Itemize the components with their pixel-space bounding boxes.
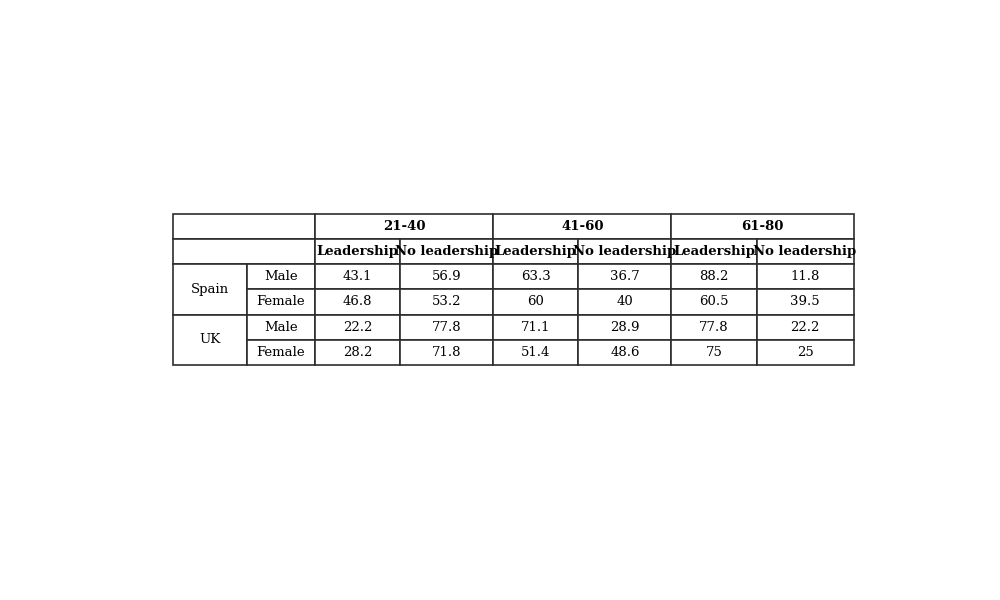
- Bar: [578, 314, 671, 340]
- Bar: [578, 289, 671, 314]
- Bar: [671, 239, 757, 264]
- Bar: [173, 314, 247, 365]
- Text: 28.9: 28.9: [610, 321, 640, 334]
- Bar: [400, 289, 493, 314]
- Bar: [247, 289, 315, 314]
- Bar: [400, 314, 493, 340]
- Text: Male: Male: [264, 321, 298, 334]
- Text: 41-60: 41-60: [561, 220, 604, 233]
- Text: 71.1: 71.1: [521, 321, 550, 334]
- Text: No leadership: No leadership: [395, 245, 498, 258]
- Text: Female: Female: [256, 295, 305, 308]
- Text: 36.7: 36.7: [610, 270, 640, 283]
- Bar: [578, 340, 671, 365]
- Text: 61-80: 61-80: [741, 220, 784, 233]
- Text: 21-40: 21-40: [383, 220, 425, 233]
- Text: Male: Male: [264, 270, 298, 283]
- Bar: [671, 314, 757, 340]
- Bar: [493, 214, 671, 239]
- Bar: [400, 340, 493, 365]
- Bar: [757, 314, 854, 340]
- Text: Leadership: Leadership: [673, 245, 755, 258]
- Text: 43.1: 43.1: [343, 270, 372, 283]
- Bar: [757, 289, 854, 314]
- Text: 77.8: 77.8: [699, 321, 729, 334]
- Bar: [671, 264, 757, 289]
- Bar: [493, 289, 578, 314]
- Bar: [400, 264, 493, 289]
- Bar: [315, 264, 400, 289]
- Bar: [400, 239, 493, 264]
- Bar: [315, 340, 400, 365]
- Text: UK: UK: [199, 334, 220, 346]
- Text: Female: Female: [256, 346, 305, 359]
- Text: 25: 25: [797, 346, 813, 359]
- Bar: [493, 239, 578, 264]
- Bar: [578, 239, 671, 264]
- Bar: [315, 239, 400, 264]
- Text: 60.5: 60.5: [699, 295, 729, 308]
- Text: 22.2: 22.2: [343, 321, 372, 334]
- Bar: [757, 239, 854, 264]
- Bar: [671, 340, 757, 365]
- Text: 51.4: 51.4: [521, 346, 550, 359]
- Bar: [173, 214, 315, 239]
- Text: 48.6: 48.6: [610, 346, 640, 359]
- Bar: [247, 340, 315, 365]
- Bar: [671, 214, 854, 239]
- Text: 56.9: 56.9: [432, 270, 461, 283]
- Text: 28.2: 28.2: [343, 346, 372, 359]
- Bar: [493, 264, 578, 289]
- Text: 63.3: 63.3: [521, 270, 551, 283]
- Text: Spain: Spain: [191, 283, 229, 296]
- Text: 22.2: 22.2: [790, 321, 820, 334]
- Bar: [173, 239, 315, 264]
- Text: 46.8: 46.8: [343, 295, 372, 308]
- Text: 39.5: 39.5: [790, 295, 820, 308]
- Bar: [493, 340, 578, 365]
- Bar: [247, 314, 315, 340]
- Text: 77.8: 77.8: [432, 321, 461, 334]
- Text: 60: 60: [527, 295, 544, 308]
- Text: Leadership: Leadership: [316, 245, 398, 258]
- Bar: [757, 264, 854, 289]
- Text: 75: 75: [706, 346, 722, 359]
- Bar: [671, 289, 757, 314]
- Text: 11.8: 11.8: [790, 270, 820, 283]
- Text: 71.8: 71.8: [432, 346, 461, 359]
- Bar: [315, 289, 400, 314]
- Bar: [757, 340, 854, 365]
- Bar: [493, 314, 578, 340]
- Bar: [315, 314, 400, 340]
- Text: No leadership: No leadership: [573, 245, 676, 258]
- Text: 53.2: 53.2: [432, 295, 461, 308]
- Text: Leadership: Leadership: [495, 245, 577, 258]
- Bar: [578, 264, 671, 289]
- Bar: [247, 264, 315, 289]
- Bar: [173, 264, 247, 314]
- Text: 40: 40: [616, 295, 633, 308]
- Text: No leadership: No leadership: [753, 245, 857, 258]
- Text: 88.2: 88.2: [699, 270, 729, 283]
- Bar: [315, 214, 493, 239]
